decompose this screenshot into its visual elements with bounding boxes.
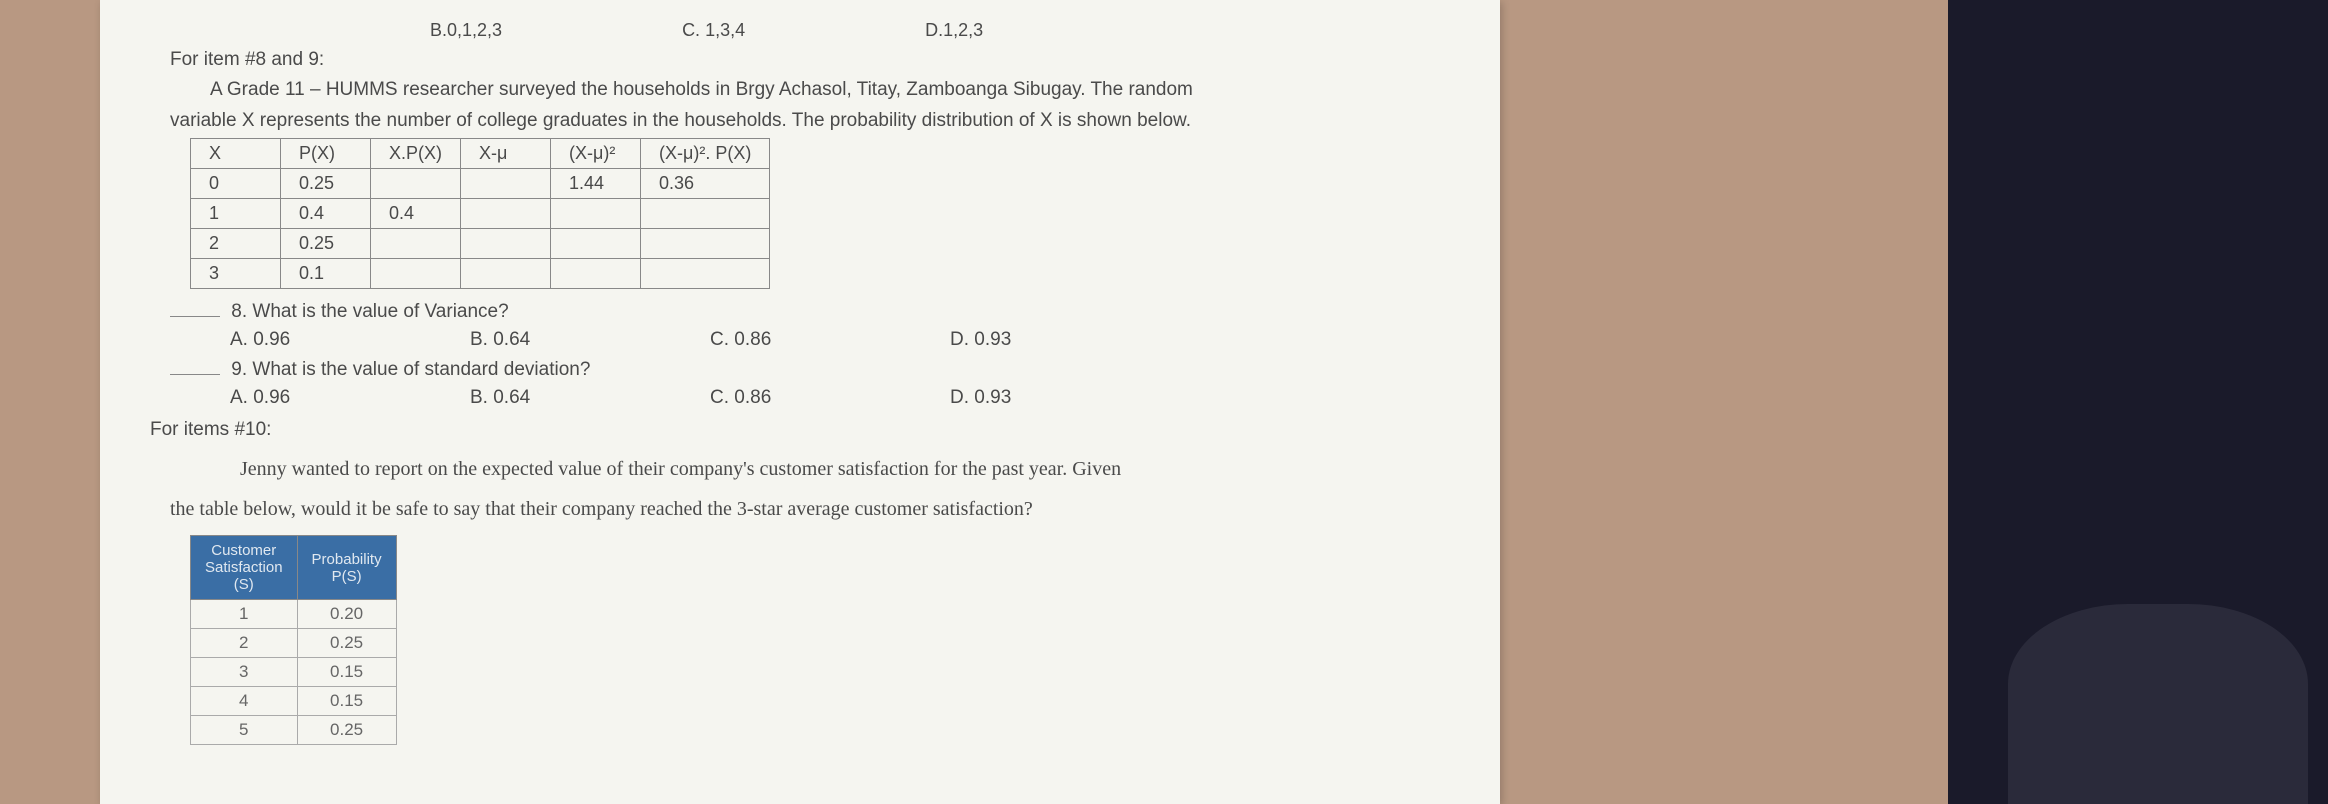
table-row: 1 0.4 0.4: [191, 199, 770, 229]
answer-blank: [170, 316, 220, 317]
q8-text: 8. What is the value of Variance?: [231, 301, 508, 322]
col-satisfaction: Customer Satisfaction (S): [191, 536, 298, 600]
q8-option-b: B. 0.64: [470, 329, 710, 351]
question-9: 9. What is the value of standard deviati…: [170, 359, 1470, 381]
cell: [371, 229, 461, 259]
table-row: 3 0.1: [191, 259, 770, 289]
cell: 5: [191, 716, 298, 745]
option-b-header: B.0,1,2,3: [430, 20, 502, 41]
cell: 1.44: [551, 169, 641, 199]
header-line1: Probability: [312, 551, 382, 568]
col-xpx: X.P(X): [371, 139, 461, 169]
q9-text: 9. What is the value of standard deviati…: [231, 359, 590, 380]
satisfaction-table: Customer Satisfaction (S) Probability P(…: [190, 535, 397, 745]
cell: [461, 199, 551, 229]
cell: [461, 169, 551, 199]
option-c-header: C. 1,3,4: [682, 20, 745, 41]
col-x: X: [191, 139, 281, 169]
cell: 0.25: [297, 629, 396, 658]
question-8: 8. What is the value of Variance?: [170, 301, 1470, 323]
q9-option-c: C. 0.86: [710, 387, 950, 409]
header-line2: Satisfaction: [205, 559, 283, 576]
cell: [461, 259, 551, 289]
cell: 0.4: [281, 199, 371, 229]
q8-option-a: A. 0.96: [230, 329, 470, 351]
table-row: 3 0.15: [191, 658, 397, 687]
cell: 1: [191, 600, 298, 629]
q8-option-d: D. 0.93: [950, 329, 1190, 351]
table-row: 1 0.20: [191, 600, 397, 629]
answer-blank: [170, 374, 220, 375]
cell: 0.15: [297, 687, 396, 716]
cell: 0.36: [641, 169, 770, 199]
cell: [371, 169, 461, 199]
table-row: 5 0.25: [191, 716, 397, 745]
q8-option-c: C. 0.86: [710, 329, 950, 351]
cell: 0.1: [281, 259, 371, 289]
cell: 1: [191, 199, 281, 229]
scenario-line-1: Jenny wanted to report on the expected v…: [190, 455, 1470, 483]
col-px: P(X): [281, 139, 371, 169]
cell: [641, 199, 770, 229]
col-probability: Probability P(S): [297, 536, 396, 600]
shoe-area: [2008, 604, 2308, 804]
header-line1: Customer: [205, 542, 283, 559]
cell: [551, 259, 641, 289]
cell: 0.25: [281, 229, 371, 259]
cell: 3: [191, 658, 298, 687]
col-xmu2: (X-μ)²: [551, 139, 641, 169]
cell: 0.25: [297, 716, 396, 745]
col-xmu2px: (X-μ)². P(X): [641, 139, 770, 169]
q9-option-d: D. 0.93: [950, 387, 1190, 409]
probability-distribution-table: X P(X) X.P(X) X-μ (X-μ)² (X-μ)². P(X) 0 …: [190, 138, 770, 289]
cell: 2: [191, 229, 281, 259]
header-options-row: B.0,1,2,3 C. 1,3,4 D.1,2,3: [430, 20, 1470, 41]
q9-option-a: A. 0.96: [230, 387, 470, 409]
item-10-heading: For items #10:: [150, 419, 1470, 441]
satisfaction-header-row: Customer Satisfaction (S) Probability P(…: [191, 536, 397, 600]
cell: 4: [191, 687, 298, 716]
cell: 0: [191, 169, 281, 199]
cell: 0.4: [371, 199, 461, 229]
cell: [551, 199, 641, 229]
q9-option-b: B. 0.64: [470, 387, 710, 409]
context-line-2: variable X represents the number of coll…: [170, 108, 1470, 135]
scenario-line-2: the table below, would it be safe to say…: [170, 495, 1470, 523]
worksheet-paper: B.0,1,2,3 C. 1,3,4 D.1,2,3 For item #8 a…: [100, 0, 1500, 804]
cell: [641, 229, 770, 259]
table-row: 2 0.25: [191, 229, 770, 259]
cell: 0.20: [297, 600, 396, 629]
context-line-1: A Grade 11 – HUMMS researcher surveyed t…: [210, 77, 1470, 104]
option-d-header: D.1,2,3: [925, 20, 983, 41]
col-xmu: X-μ: [461, 139, 551, 169]
header-line2: P(S): [312, 568, 382, 585]
q9-options: A. 0.96 B. 0.64 C. 0.86 D. 0.93: [230, 387, 1470, 409]
q8-options: A. 0.96 B. 0.64 C. 0.86 D. 0.93: [230, 329, 1470, 351]
table-row: 2 0.25: [191, 629, 397, 658]
cell: [551, 229, 641, 259]
item-8-9-heading: For item #8 and 9:: [170, 49, 1470, 71]
table-row: 0 0.25 1.44 0.36: [191, 169, 770, 199]
table-row: 4 0.15: [191, 687, 397, 716]
cell: [641, 259, 770, 289]
cell: [371, 259, 461, 289]
header-line3: (S): [205, 576, 283, 593]
cell: 0.15: [297, 658, 396, 687]
cell: 3: [191, 259, 281, 289]
table-header-row: X P(X) X.P(X) X-μ (X-μ)² (X-μ)². P(X): [191, 139, 770, 169]
cell: 2: [191, 629, 298, 658]
cell: [461, 229, 551, 259]
cell: 0.25: [281, 169, 371, 199]
